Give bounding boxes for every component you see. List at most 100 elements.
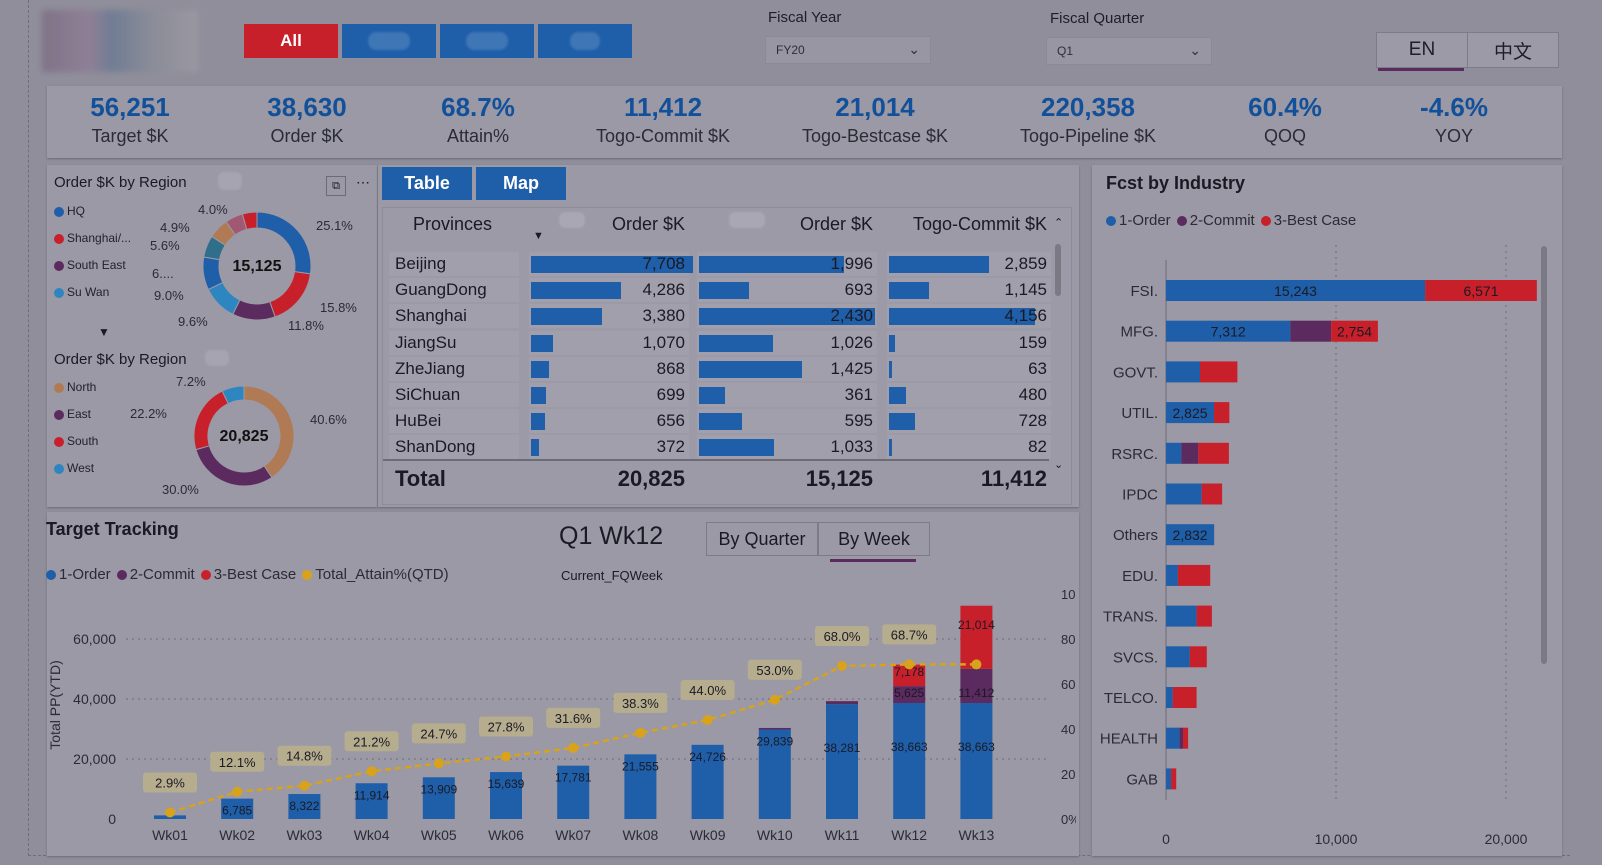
industry-bar[interactable]	[1172, 687, 1197, 708]
lang-zh-button[interactable]: 中文	[1467, 32, 1559, 68]
table-row[interactable]: Shanghai 3,380 2,430 4,156	[383, 304, 1051, 330]
table-header[interactable]: Togo-Commit $K	[912, 214, 1047, 234]
stacked-bar[interactable]	[893, 703, 926, 819]
industry-bar[interactable]	[1166, 727, 1180, 749]
legend-item[interactable]: Total_Attain%(QTD)	[302, 566, 449, 583]
industry-bar[interactable]	[1166, 524, 1215, 546]
stacked-bar[interactable]	[221, 798, 254, 819]
legend-item[interactable]: East	[54, 407, 91, 421]
attain-point[interactable]	[837, 661, 847, 671]
industry-bar[interactable]	[1198, 442, 1229, 464]
industry-bar[interactable]	[1331, 320, 1378, 342]
stacked-bar[interactable]	[893, 664, 926, 687]
table-row[interactable]: HuBei 656 595 728	[383, 409, 1051, 435]
table-row[interactable]: JiangSu 1,070 1,026 159	[383, 330, 1051, 357]
stacked-bar[interactable]	[758, 727, 791, 730]
industry-bar[interactable]	[1166, 320, 1291, 342]
attain-point[interactable]	[702, 715, 713, 725]
legend-item[interactable]: 2-Commit	[1176, 212, 1255, 229]
segment-all-button[interactable]: All	[244, 24, 340, 58]
industry-bar[interactable]	[1166, 768, 1172, 790]
stacked-bar[interactable]	[960, 605, 993, 669]
stacked-bar[interactable]	[691, 744, 724, 819]
industry-bar[interactable]	[1177, 564, 1211, 586]
stacked-bar[interactable]	[288, 794, 321, 819]
lang-en-button[interactable]: EN	[1376, 32, 1468, 68]
industry-bar[interactable]	[1200, 361, 1238, 383]
tab-map[interactable]: Map	[476, 167, 566, 200]
attain-point[interactable]	[232, 786, 243, 797]
legend-item[interactable]: South East	[54, 258, 126, 272]
donut-slice[interactable]	[221, 385, 245, 405]
legend-item[interactable]: 3-Best Case	[200, 566, 296, 583]
stacked-bar[interactable]	[422, 777, 455, 819]
table-scrollbar[interactable]	[1055, 244, 1061, 296]
tab-table[interactable]: Table	[382, 167, 472, 200]
industry-bar[interactable]	[1166, 442, 1182, 464]
stacked-bar[interactable]	[355, 783, 388, 819]
industry-bar[interactable]	[1166, 605, 1197, 627]
by-week-button[interactable]: By Week	[818, 522, 930, 556]
legend-item[interactable]: 1-Order	[1106, 212, 1171, 229]
scroll-up-icon[interactable]: ⌃	[1054, 217, 1064, 229]
segment-button-3[interactable]	[440, 24, 536, 58]
attain-point[interactable]	[501, 751, 511, 762]
attain-point[interactable]	[366, 766, 377, 777]
industry-bar[interactable]	[1196, 605, 1212, 627]
legend-item[interactable]: 2-Commit	[116, 566, 195, 583]
scrollbar[interactable]	[1541, 246, 1547, 664]
stacked-bar[interactable]	[758, 729, 791, 819]
attain-point[interactable]	[635, 727, 646, 738]
legend-item[interactable]: Su Wan	[54, 285, 109, 299]
focus-mode-icon[interactable]: ⧉	[326, 176, 346, 196]
industry-bar[interactable]	[1166, 646, 1190, 668]
industry-bar[interactable]	[1166, 687, 1173, 708]
table-header[interactable]: Order $K	[611, 214, 685, 234]
donut-slice[interactable]	[195, 445, 273, 487]
table-row[interactable]: Beijing 7,708 1,996 2,859	[383, 252, 1051, 278]
stacked-bar[interactable]	[624, 754, 657, 819]
legend-item[interactable]: South	[54, 434, 98, 448]
table-row[interactable]: GuangDong 4,286 693 1,145	[383, 278, 1051, 304]
stacked-bar[interactable]	[490, 772, 522, 819]
attain-point[interactable]	[165, 807, 175, 818]
fiscal-quarter-dropdown[interactable]: Q1 ⌄	[1046, 37, 1212, 65]
industry-bar[interactable]	[1166, 564, 1178, 586]
industry-bar[interactable]	[1425, 280, 1537, 301]
table-row[interactable]: ShanDong 372 1,033 82	[383, 435, 1051, 461]
drilldown-arrow-icon[interactable]: ▼	[98, 325, 110, 339]
sort-desc-icon[interactable]: ▼	[533, 230, 544, 242]
attain-point[interactable]	[904, 659, 915, 670]
table-row[interactable]: ZheJiang 868 1,425 63	[383, 356, 1051, 383]
table-header[interactable]: Order $K	[799, 214, 873, 234]
stacked-bar[interactable]	[960, 668, 993, 704]
segment-button-4[interactable]	[538, 24, 634, 58]
industry-bar[interactable]	[1181, 442, 1199, 464]
stacked-bar[interactable]	[826, 704, 858, 819]
by-quarter-button[interactable]: By Quarter	[706, 522, 818, 556]
stacked-bar[interactable]	[557, 765, 590, 819]
legend-item[interactable]: North	[54, 380, 96, 394]
legend-item[interactable]: HQ	[54, 204, 85, 218]
industry-bar[interactable]	[1166, 361, 1200, 383]
more-options-icon[interactable]: ⋯	[356, 174, 370, 190]
industry-bar[interactable]	[1183, 727, 1189, 749]
industry-bar[interactable]	[1179, 727, 1183, 749]
donut-slice[interactable]	[241, 211, 258, 231]
legend-item[interactable]: West	[54, 461, 94, 475]
industry-bar[interactable]	[1189, 646, 1207, 668]
stacked-bar[interactable]	[893, 686, 926, 704]
attain-point[interactable]	[568, 742, 579, 753]
legend-item[interactable]: 1-Order	[46, 566, 111, 583]
legend-item[interactable]: 3-Best Case	[1260, 212, 1356, 229]
donut-slice[interactable]	[232, 299, 276, 321]
industry-bar[interactable]	[1171, 768, 1177, 790]
industry-bar[interactable]	[1290, 320, 1332, 342]
scroll-down-icon[interactable]: ⌄	[1054, 459, 1064, 471]
industry-bar[interactable]	[1166, 280, 1426, 301]
industry-bar[interactable]	[1166, 402, 1215, 424]
table-row[interactable]: SiChuan 699 361 480	[383, 383, 1051, 409]
attain-point[interactable]	[299, 780, 310, 791]
table-header[interactable]: Provinces	[413, 214, 493, 234]
donut-slice[interactable]	[269, 271, 311, 318]
